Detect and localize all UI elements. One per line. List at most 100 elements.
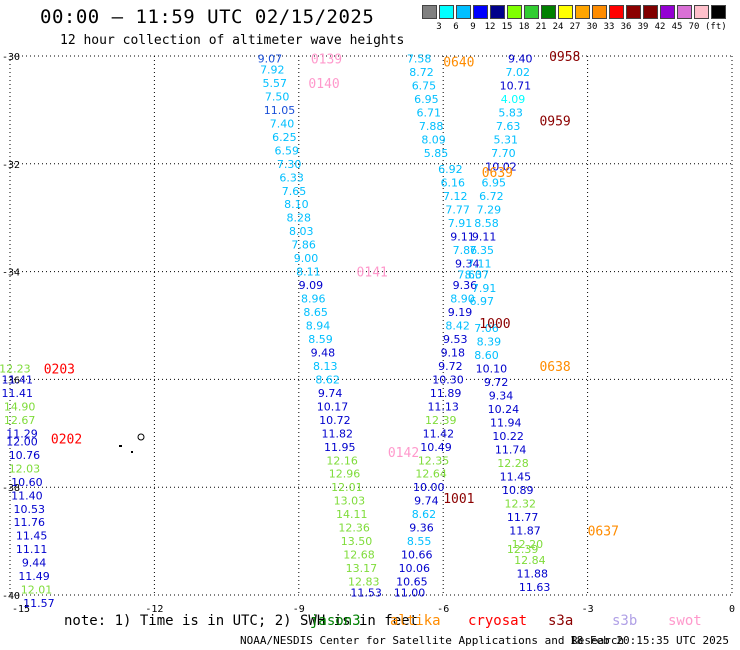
- wave-height-label: 11.57: [23, 597, 55, 610]
- wave-height-label: 7.40: [270, 117, 295, 130]
- wave-height-label: 12.03: [9, 462, 41, 475]
- wave-height-label: 6.25: [272, 131, 297, 144]
- scale-swatch: [592, 5, 607, 19]
- x-tick-label: 0: [729, 604, 735, 615]
- wave-height-label: 9.19: [448, 306, 473, 319]
- wave-height-label: 8.13: [313, 360, 338, 373]
- wave-height-label: 4.09: [501, 93, 526, 106]
- wave-height-label: 8.39: [477, 336, 502, 349]
- scale-swatch: [660, 5, 675, 19]
- wave-height-label: 10.02: [485, 160, 517, 173]
- wave-height-label: 12.01: [21, 584, 53, 597]
- scale-label: 27: [569, 22, 581, 32]
- wave-height-label: 7.35: [469, 244, 494, 257]
- wave-height-label: 7.86: [453, 244, 478, 257]
- legend-item-swot: swot: [668, 613, 702, 629]
- scale-swatch: [541, 5, 556, 19]
- scale-swatch: [575, 5, 590, 19]
- wave-height-label: 5.31: [494, 134, 519, 147]
- scale-swatch: [456, 5, 471, 19]
- wave-height-label: 8.59: [308, 333, 333, 346]
- wave-height-label: 6.72: [479, 190, 504, 203]
- y-tick-label: -36: [2, 375, 20, 386]
- wave-height-label: 7.12: [443, 190, 468, 203]
- pass-time-label: 0959: [539, 115, 570, 130]
- wave-height-label: 12.39: [425, 414, 457, 427]
- wave-height-label: 9.34: [455, 258, 480, 271]
- pass-time-label: 0638: [539, 360, 570, 375]
- scale-label: 21: [535, 22, 547, 32]
- wave-height-label: 11.40: [11, 489, 43, 502]
- wave-height-label: 7.86: [291, 239, 316, 252]
- wave-height-label: 8.11: [296, 266, 321, 279]
- wave-height-label: 9.74: [318, 387, 343, 400]
- wave-height-label: 12.84: [514, 554, 546, 567]
- wave-height-label: 8.37: [465, 268, 490, 281]
- scale-label: 9: [470, 22, 476, 32]
- wave-height-label: 11.42: [423, 427, 455, 440]
- wave-height-label: 11.45: [500, 470, 532, 483]
- wave-height-label: 12.32: [504, 497, 536, 510]
- pass-time-label: 0140: [308, 77, 339, 92]
- wave-height-label: 12.64: [415, 468, 447, 481]
- wave-height-label: 9.53: [443, 333, 468, 346]
- wave-height-label: 8.94: [306, 320, 331, 333]
- wave-height-label: 10.22: [492, 430, 524, 443]
- wave-height-label: 10.24: [488, 403, 520, 416]
- scale-swatch: [711, 5, 726, 19]
- wave-height-label: 10.71: [500, 80, 532, 93]
- wave-height-label: 6.59: [275, 144, 300, 157]
- pass-time-label: 0203: [44, 363, 75, 378]
- pass-time-label: 0639: [482, 166, 513, 181]
- wave-height-label: 9.07: [258, 53, 283, 66]
- pass-time-label: 0142: [388, 446, 419, 461]
- wave-height-label: 6.95: [414, 93, 439, 106]
- wave-height-label: 7.06: [474, 322, 499, 335]
- wave-height-label: 9.72: [484, 376, 509, 389]
- island-dot: [119, 445, 122, 447]
- wave-height-label: 12.96: [329, 468, 361, 481]
- page-title: 00:00 – 11:59 UTC 02/15/2025: [40, 6, 375, 28]
- legend-item-jason3: jason3: [310, 613, 361, 629]
- pass-time-label: 1001: [443, 492, 474, 507]
- wave-height-label: 12.36: [338, 522, 370, 535]
- wave-height-label: 10.10: [476, 363, 508, 376]
- page-subtitle: 12 hour collection of altimeter wave hei…: [60, 33, 405, 48]
- wave-height-label: 9.48: [311, 346, 336, 359]
- footer-note: note: 1) Time is in UTC; 2) SWH is in fe…: [64, 613, 419, 629]
- wave-height-label: 10.53: [14, 503, 46, 516]
- y-tick-label: -34: [2, 268, 20, 279]
- x-tick-label: -3: [582, 604, 594, 615]
- wave-height-label: 8.72: [409, 66, 434, 79]
- scale-label: 45: [671, 22, 683, 32]
- wave-height-label: 9.36: [409, 522, 434, 535]
- scale-label: 12: [484, 22, 496, 32]
- wave-height-label: 9.44: [22, 557, 47, 570]
- wave-height-label: 11.87: [509, 524, 541, 537]
- wave-height-label: 13.17: [346, 562, 378, 575]
- wave-height-label: 8.42: [445, 320, 470, 333]
- pass-time-label: 0637: [588, 524, 619, 539]
- legend-item-s3a: s3a: [548, 613, 574, 629]
- wave-height-label: 7.92: [260, 63, 285, 76]
- wave-height-label: 8.62: [315, 373, 340, 386]
- wave-height-label: 8.62: [412, 508, 437, 521]
- wave-height-label: 8.60: [474, 349, 499, 362]
- wave-height-label: 11.89: [430, 387, 462, 400]
- wave-height-label: 8.03: [289, 225, 314, 238]
- pass-time-label: 0640: [443, 55, 474, 70]
- legend-item-altika: altika: [390, 613, 441, 629]
- wave-height-label: 8.10: [284, 198, 309, 211]
- island-dot: [131, 451, 133, 453]
- wave-height-label: 7.30: [277, 158, 302, 171]
- wave-height-label: 6.92: [438, 163, 463, 176]
- scale-swatch: [507, 5, 522, 19]
- wave-height-label: 12.35: [418, 454, 450, 467]
- axis-layer: -15 -12 -9 -6 -3 0-30-32-34-36-38-40: [2, 52, 735, 615]
- scale-swatch: [626, 5, 641, 19]
- wave-height-label: 7.58: [407, 53, 432, 66]
- wave-height-label: 6.97: [469, 295, 494, 308]
- island-marker: [137, 433, 145, 441]
- wave-height-label: 9.34: [489, 390, 514, 403]
